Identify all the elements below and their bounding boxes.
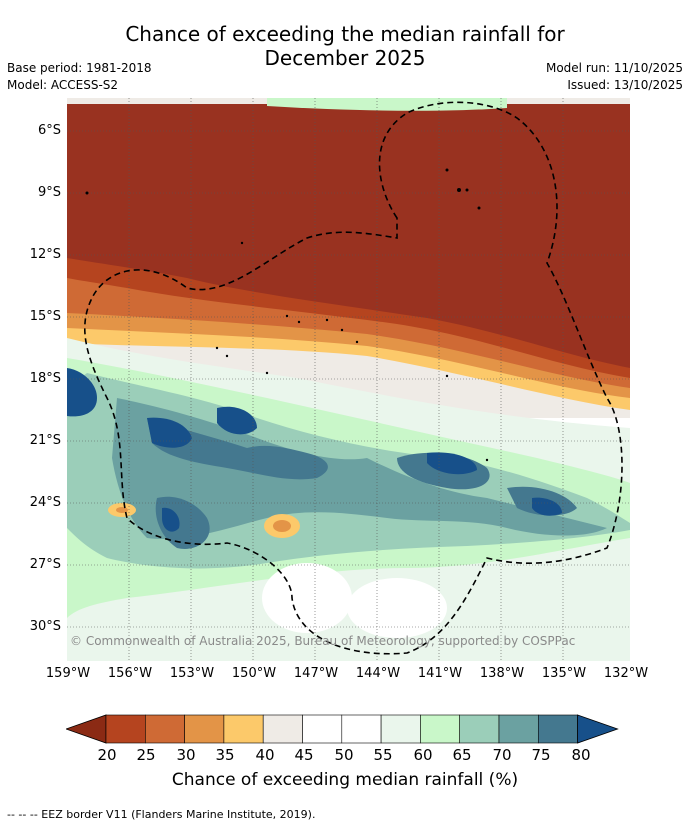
colorbar-tick: 25 bbox=[136, 746, 156, 764]
colorbar-cell bbox=[459, 714, 500, 744]
colorbar-cell bbox=[420, 714, 460, 744]
band-80-a bbox=[147, 418, 328, 480]
lat-label: 24°S bbox=[29, 495, 61, 510]
lat-label: 6°S bbox=[37, 123, 61, 138]
colorbar-tick: 30 bbox=[176, 746, 196, 764]
colorbar-arrow-low bbox=[66, 714, 107, 744]
colorbar bbox=[66, 714, 619, 744]
lon-label: 156°W bbox=[107, 666, 153, 681]
top-green bbox=[267, 98, 507, 111]
colorbar-tick: 60 bbox=[413, 746, 433, 764]
eez-footnote: -- -- -- EEZ border V11 (Flanders Marine… bbox=[7, 808, 316, 821]
white-pocket-b bbox=[347, 578, 447, 638]
map-title-line2: December 2025 bbox=[264, 46, 426, 70]
graticule bbox=[67, 98, 630, 661]
white-pocket-a bbox=[262, 563, 352, 633]
lon-label: 150°W bbox=[231, 666, 277, 681]
colorbar-cells bbox=[66, 714, 619, 744]
rainfall-map bbox=[67, 98, 630, 661]
colorbar-cell bbox=[380, 714, 421, 744]
model-name: Model: ACCESS-S2 bbox=[7, 78, 119, 92]
wet-core-f bbox=[162, 507, 180, 532]
colorbar-arrow-high bbox=[577, 714, 619, 744]
lon-label: 144°W bbox=[355, 666, 401, 681]
colorbar-tick: 40 bbox=[255, 746, 275, 764]
colorbar-cell bbox=[184, 714, 225, 744]
colorbar-tick: 20 bbox=[97, 746, 117, 764]
lon-label: 147°W bbox=[293, 666, 339, 681]
lon-label: 135°W bbox=[541, 666, 587, 681]
lat-label: 21°S bbox=[29, 433, 61, 448]
lat-label: 30°S bbox=[29, 619, 61, 634]
colorbar-cell bbox=[302, 714, 343, 744]
colorbar-cell bbox=[105, 714, 146, 744]
lon-label: 132°W bbox=[603, 666, 649, 681]
wet-core-a bbox=[67, 368, 97, 417]
lat-label: 9°S bbox=[37, 185, 61, 200]
model-run: Model run: 11/10/2025 bbox=[545, 61, 683, 75]
issued-date: Issued: 13/10/2025 bbox=[567, 78, 683, 92]
colorbar-tick: 35 bbox=[215, 746, 235, 764]
colorbar-tick: 75 bbox=[531, 746, 551, 764]
colorbar-cell bbox=[262, 714, 303, 744]
rainfall-map-svg bbox=[67, 98, 630, 661]
colorbar-tick: 55 bbox=[373, 746, 393, 764]
lon-label: 138°W bbox=[479, 666, 525, 681]
meta-right: Model run: 11/10/2025 Issued: 13/10/2025 bbox=[546, 60, 683, 94]
dry-pocket-a-core bbox=[273, 520, 291, 532]
colorbar-cell bbox=[145, 714, 185, 744]
lat-label: 15°S bbox=[29, 309, 61, 324]
meta-left: Base period: 1981-2018 Model: ACCESS-S2 bbox=[7, 60, 152, 94]
base-period: Base period: 1981-2018 bbox=[7, 61, 152, 75]
lon-label: 141°W bbox=[417, 666, 463, 681]
islands bbox=[85, 168, 489, 462]
dry-pocket-b-core bbox=[116, 507, 128, 513]
colorbar-tick: 65 bbox=[452, 746, 472, 764]
lat-label: 12°S bbox=[29, 247, 61, 262]
lat-label: 27°S bbox=[29, 557, 61, 572]
colorbar-tick: 45 bbox=[294, 746, 314, 764]
lat-label: 18°S bbox=[29, 371, 61, 386]
map-title-line1: Chance of exceeding the median rainfall … bbox=[125, 22, 565, 46]
wet-core-b bbox=[147, 417, 192, 448]
wet-core-c bbox=[217, 406, 257, 435]
colorbar-cell bbox=[537, 714, 578, 744]
colorbar-cell bbox=[498, 714, 539, 744]
wet-core-d bbox=[427, 452, 477, 475]
lon-label: 159°W bbox=[45, 666, 91, 681]
copyright-notice: © Commonwealth of Australia 2025, Bureau… bbox=[70, 634, 576, 648]
colorbar-label: Chance of exceeding median rainfall (%) bbox=[171, 770, 519, 790]
wet-core-e bbox=[532, 497, 562, 516]
colorbar-cell bbox=[341, 714, 382, 744]
colorbar-tick: 50 bbox=[334, 746, 354, 764]
map-title: Chance of exceeding the median rainfall … bbox=[0, 22, 690, 70]
lon-label: 153°W bbox=[169, 666, 215, 681]
eez-border bbox=[84, 101, 623, 655]
colorbar-cell bbox=[223, 714, 264, 744]
colorbar-tick: 70 bbox=[492, 746, 512, 764]
colorbar-tick: 80 bbox=[571, 746, 591, 764]
